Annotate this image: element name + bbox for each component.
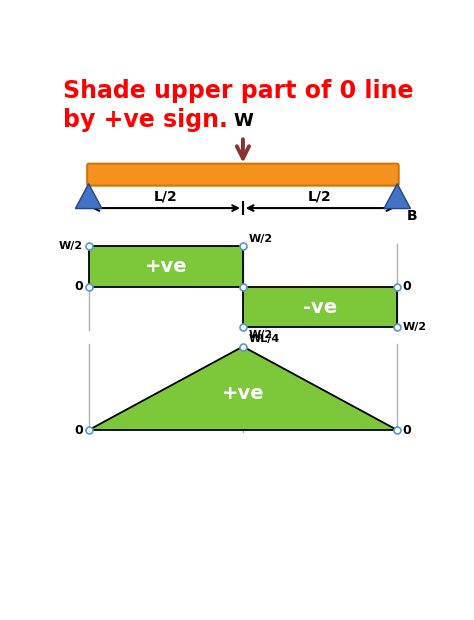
Text: 0: 0 [403, 423, 411, 436]
Text: L/2: L/2 [154, 189, 178, 203]
Polygon shape [89, 246, 243, 287]
Text: 0: 0 [403, 280, 411, 293]
Polygon shape [89, 347, 397, 430]
Polygon shape [75, 184, 102, 208]
Text: 0: 0 [74, 423, 83, 436]
Text: L/2: L/2 [308, 189, 332, 203]
FancyBboxPatch shape [87, 164, 399, 185]
Text: W/2: W/2 [248, 330, 273, 340]
Text: W/2: W/2 [248, 234, 273, 244]
Polygon shape [243, 287, 397, 327]
Text: Shade upper part of 0 line
by +ve sign.: Shade upper part of 0 line by +ve sign. [63, 79, 413, 132]
Text: B: B [406, 209, 417, 223]
Text: 0: 0 [74, 280, 83, 293]
Text: WL/4: WL/4 [248, 334, 280, 344]
Text: W: W [233, 112, 253, 130]
Text: W/2: W/2 [403, 322, 427, 332]
Text: +ve: +ve [145, 257, 187, 276]
Text: -ve: -ve [303, 298, 337, 317]
Text: +ve: +ve [222, 384, 264, 402]
Polygon shape [384, 184, 410, 208]
Text: W/2: W/2 [59, 241, 83, 251]
